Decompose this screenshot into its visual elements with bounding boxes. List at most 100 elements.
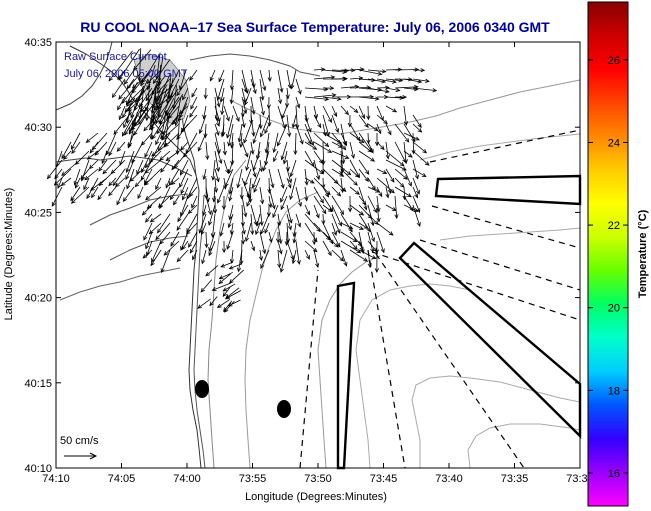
current-vector-arrow — [71, 141, 81, 155]
current-vector-arrow — [313, 249, 320, 269]
current-vector-arrow — [313, 141, 333, 153]
current-vector-arrow — [385, 123, 392, 136]
current-vector-arrow — [340, 231, 358, 243]
current-vector-arrow — [250, 240, 256, 252]
current-vector-arrow — [246, 195, 252, 208]
current-vector-arrow — [376, 168, 388, 174]
current-vector-arrow — [157, 90, 164, 110]
current-vector-arrow — [304, 132, 312, 145]
current-vector-arrow — [160, 110, 167, 136]
current-vector-arrow — [124, 115, 137, 136]
current-vector-arrow — [101, 150, 108, 165]
current-vector-arrow — [202, 168, 207, 181]
current-vector-arrow — [189, 105, 198, 118]
current-vector-arrow — [145, 231, 153, 250]
current-vector-arrow — [366, 105, 371, 121]
current-vector-arrow — [250, 159, 257, 178]
current-vector-arrow — [170, 177, 180, 185]
current-vector-arrow — [349, 132, 365, 144]
current-vector-arrow — [277, 69, 284, 93]
current-vector-arrow — [358, 96, 380, 101]
current-vector-arrow — [367, 87, 390, 94]
current-vector-arrow — [267, 105, 272, 127]
current-vector-arrow — [252, 123, 261, 144]
current-vector-arrow — [367, 213, 379, 226]
current-vector-arrow — [412, 150, 430, 166]
current-vector-arrow — [208, 231, 216, 252]
current-vector-arrow — [349, 141, 355, 159]
current-vector-arrow — [222, 283, 236, 292]
current-vector-arrow — [117, 96, 126, 111]
current-vector-arrow — [83, 177, 90, 191]
current-vector-arrow — [111, 78, 126, 99]
current-vector-arrow — [46, 159, 63, 180]
current-vector-arrow — [295, 123, 304, 145]
current-vector-arrow — [250, 114, 256, 137]
current-vector-arrow — [228, 186, 234, 202]
current-vector-arrow — [214, 114, 220, 127]
current-vector-arrow — [230, 141, 235, 166]
current-vector-arrow — [165, 177, 171, 189]
y-tick-label: 40:30 — [24, 122, 52, 134]
current-vector-arrow — [155, 52, 161, 80]
current-vector-arrow — [376, 231, 385, 254]
current-vector-arrow — [236, 168, 243, 189]
current-vector-arrow — [385, 177, 392, 194]
current-vector-arrow — [251, 168, 261, 189]
current-vector-arrow — [340, 177, 345, 194]
current-vector-arrow — [322, 86, 335, 91]
current-vector-arrow — [412, 87, 438, 93]
current-vector-arrow — [140, 55, 159, 87]
x-tick-label: 73:50 — [304, 473, 332, 485]
current-vector-arrow — [180, 177, 189, 195]
y-tick-label: 40:15 — [24, 378, 52, 390]
current-vector-arrow — [376, 78, 397, 84]
station-marker-1 — [195, 380, 209, 398]
current-vector-arrow — [340, 132, 348, 147]
current-vector-arrow — [149, 213, 162, 223]
current-vector-arrow — [180, 141, 189, 151]
current-vector-arrow — [412, 168, 427, 178]
current-vector-arrow — [331, 68, 350, 73]
current-vector-arrow — [188, 231, 198, 248]
current-vector-arrow — [403, 168, 412, 187]
current-vector-arrow — [291, 114, 297, 129]
current-vector-arrow — [108, 50, 133, 82]
current-vector-arrow — [123, 69, 135, 85]
current-vector-arrow — [313, 105, 319, 119]
current-vector-arrow — [157, 195, 171, 208]
current-vector-arrow — [202, 204, 207, 217]
current-vector-arrow — [340, 168, 358, 186]
bathymetry-contour-4 — [355, 283, 471, 469]
current-vector-arrow — [219, 87, 225, 103]
current-vector-arrow — [191, 195, 198, 209]
current-vector-arrow — [394, 123, 410, 143]
map-frame — [56, 42, 580, 468]
current-vector-arrow — [227, 159, 234, 175]
current-vector-arrow — [115, 177, 126, 188]
current-vector-arrow — [136, 159, 144, 175]
current-vector-arrow — [226, 231, 234, 250]
legend-line-2: July 06, 2006 05:00 GMT — [64, 68, 188, 80]
current-vector-arrow — [134, 177, 144, 188]
current-vector-arrow — [61, 159, 81, 176]
brooklyn-shore — [189, 53, 321, 77]
current-vector-arrow — [144, 159, 162, 174]
current-vector-arrow — [181, 186, 189, 201]
current-vector-arrow — [394, 195, 399, 220]
current-vector-arrow — [214, 123, 220, 137]
current-vector-arrow — [70, 186, 90, 204]
current-vector-arrow — [155, 73, 171, 106]
current-vector-arrow — [259, 204, 264, 227]
current-vector-arrow — [143, 222, 153, 241]
current-vector-arrow — [156, 114, 171, 135]
x-tick-label: 73:40 — [435, 473, 463, 485]
bathymetry-contour-7 — [229, 79, 581, 135]
current-vector-arrow — [267, 69, 272, 82]
current-vector-arrow — [144, 84, 150, 122]
current-vector-arrow — [227, 213, 234, 229]
current-vector-arrow — [145, 186, 162, 201]
current-vector-arrow — [214, 168, 220, 183]
current-vector-arrow — [255, 222, 261, 236]
current-vector-arrow — [322, 204, 333, 213]
